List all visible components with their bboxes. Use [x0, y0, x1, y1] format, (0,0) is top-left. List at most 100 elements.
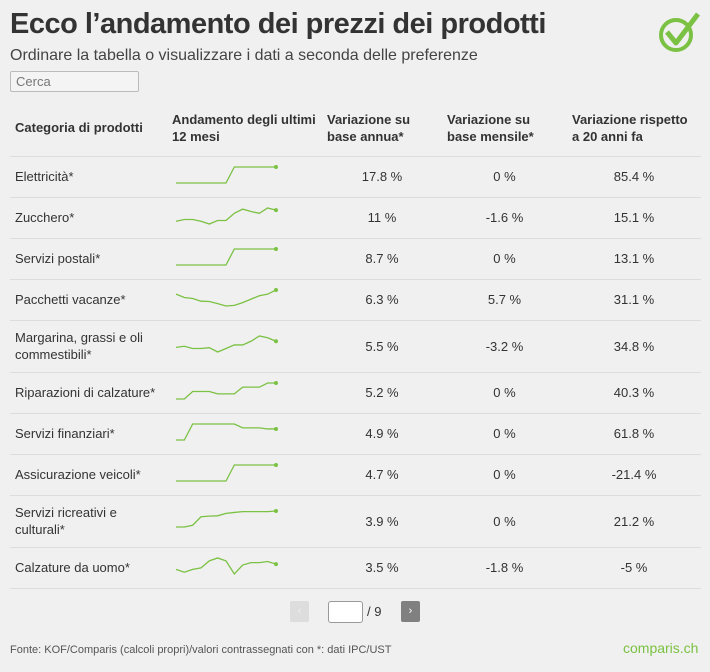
table-row: Zucchero* 11 % -1.6 % 15.1 %: [10, 197, 701, 239]
sparkline: [176, 246, 278, 266]
trend-cell: [167, 372, 322, 414]
table-row: Margarina, grassi e oli commestibili* 5.5…: [10, 320, 701, 373]
monthly-change-cell: 0 %: [442, 238, 567, 280]
sparkline: [176, 380, 278, 400]
sparkline: [175, 206, 278, 225]
trend-cell: [167, 197, 322, 239]
twenty-year-change-cell: 21.2 %: [567, 495, 701, 548]
sparkline-last-point: [274, 509, 278, 513]
annual-change-cell: 11 %: [322, 197, 442, 239]
twenty-year-change-cell: 31.1 %: [567, 279, 701, 321]
trend-cell: [167, 495, 322, 548]
table-row: Elettricità* 17.8 % 0 % 85.4 %: [10, 156, 701, 198]
sparkline-line: [175, 288, 277, 307]
twenty-year-change-cell: -21.4 %: [567, 454, 701, 496]
category-cell: Zucchero*: [10, 197, 167, 239]
sparkline-last-point: [274, 339, 278, 344]
sparkline: [176, 422, 278, 441]
sparkline-last-point: [274, 246, 278, 251]
table-row: Pacchetti vacanze* 6.3 % 5.7 % 31.1 %: [10, 279, 701, 321]
monthly-change-cell: 0 %: [442, 372, 567, 414]
category-cell: Pacchetti vacanze*: [10, 279, 167, 321]
sparkline: [175, 335, 278, 353]
column-header-trend[interactable]: Andamento degli ultimi 12 mesi: [167, 100, 322, 157]
sparkline-last-point: [274, 426, 278, 431]
search-input[interactable]: [10, 71, 139, 92]
comparis-brand-logo: comparis.ch: [623, 640, 699, 656]
monthly-change-cell: 5.7 %: [442, 279, 567, 321]
monthly-change-cell: 0 %: [442, 454, 567, 496]
monthly-change-cell: 0 %: [442, 495, 567, 548]
comparis-check-logo-icon: [659, 12, 700, 52]
monthly-change-cell: 0 %: [442, 413, 567, 455]
trend-cell: [167, 238, 322, 280]
category-cell: Calzature da uomo*: [10, 547, 167, 589]
sparkline-last-point: [274, 207, 278, 212]
prev-page-button[interactable]: ‹: [290, 601, 309, 622]
sparkline: [175, 556, 278, 575]
trend-cell: [167, 279, 322, 321]
annual-change-cell: 8.7 %: [322, 238, 442, 280]
annual-change-cell: 5.5 %: [322, 320, 442, 373]
twenty-year-change-cell: 34.8 %: [567, 320, 701, 373]
sparkline: [176, 462, 278, 482]
table-row: Calzature da uomo* 3.5 % -1.8 % -5 %: [10, 547, 701, 589]
column-header-monthly[interactable]: Variazione su base mensile*: [442, 100, 567, 157]
sparkline-line: [175, 556, 277, 575]
twenty-year-change-cell: -5 %: [567, 547, 701, 589]
sparkline-last-point: [274, 164, 278, 169]
monthly-change-cell: -1.8 %: [442, 547, 567, 589]
category-cell: Margarina, grassi e oli commestibili*: [10, 320, 167, 373]
sparkline-last-point: [274, 462, 278, 467]
category-cell: Riparazioni di calzature*: [10, 372, 167, 414]
sparkline: [175, 287, 278, 307]
column-header-twenty-years[interactable]: Variazione rispetto a 20 anni fa: [567, 100, 701, 157]
sparkline: [176, 509, 278, 528]
price-table: Categoria di prodotti Andamento degli ul…: [10, 100, 701, 589]
sparkline-line: [176, 422, 276, 441]
sparkline-last-point: [274, 380, 278, 385]
pagination: ‹ / 9 ›: [0, 601, 710, 623]
category-cell: Assicurazione veicoli*: [10, 454, 167, 496]
annual-change-cell: 5.2 %: [322, 372, 442, 414]
category-cell: Servizi finanziari*: [10, 413, 167, 455]
sparkline-line: [176, 381, 276, 400]
monthly-change-cell: -1.6 %: [442, 197, 567, 239]
twenty-year-change-cell: 40.3 %: [567, 372, 701, 414]
column-header-annual[interactable]: Variazione su base annua*: [322, 100, 442, 157]
sparkline: [176, 164, 278, 184]
category-cell: Elettricità*: [10, 156, 167, 198]
annual-change-cell: 3.5 %: [322, 547, 442, 589]
trend-cell: [167, 413, 322, 455]
sparkline-last-point: [274, 287, 278, 292]
next-page-button[interactable]: ›: [401, 601, 420, 622]
trend-cell: [167, 156, 322, 198]
table-row: Servizi ricreativi e culturali* 3.9 % 0 % 2…: [10, 495, 701, 548]
table-row: Servizi postali* 8.7 % 0 % 13.1 %: [10, 238, 701, 280]
trend-cell: [167, 320, 322, 373]
annual-change-cell: 4.9 %: [322, 413, 442, 455]
twenty-year-change-cell: 13.1 %: [567, 238, 701, 280]
table-row: Assicurazione veicoli* 4.7 % 0 % -21.4 %: [10, 454, 701, 496]
sparkline-line: [175, 335, 277, 353]
trend-cell: [167, 547, 322, 589]
page-title: Ecco l’andamento dei prezzi dei prodotti: [10, 8, 546, 40]
sparkline-line: [176, 510, 277, 528]
sparkline-last-point: [274, 561, 278, 566]
page-subtitle: Ordinare la tabella o visualizzare i dat…: [10, 47, 478, 64]
table-row: Servizi finanziari* 4.9 % 0 % 61.8 %: [10, 413, 701, 455]
sparkline-line: [176, 247, 276, 266]
monthly-change-cell: 0 %: [442, 156, 567, 198]
column-header-category[interactable]: Categoria di prodotti: [10, 100, 167, 157]
page-number-input[interactable]: [328, 601, 363, 623]
annual-change-cell: 6.3 %: [322, 279, 442, 321]
sparkline-line: [176, 165, 276, 184]
category-cell: Servizi ricreativi e culturali*: [10, 495, 167, 548]
category-cell: Servizi postali*: [10, 238, 167, 280]
source-note: Fonte: KOF/Comparis (calcoli propri)/val…: [10, 644, 392, 656]
annual-change-cell: 4.7 %: [322, 454, 442, 496]
trend-cell: [167, 454, 322, 496]
annual-change-cell: 3.9 %: [322, 495, 442, 548]
table-header-row: Categoria di prodotti Andamento degli ul…: [10, 100, 701, 157]
annual-change-cell: 17.8 %: [322, 156, 442, 198]
